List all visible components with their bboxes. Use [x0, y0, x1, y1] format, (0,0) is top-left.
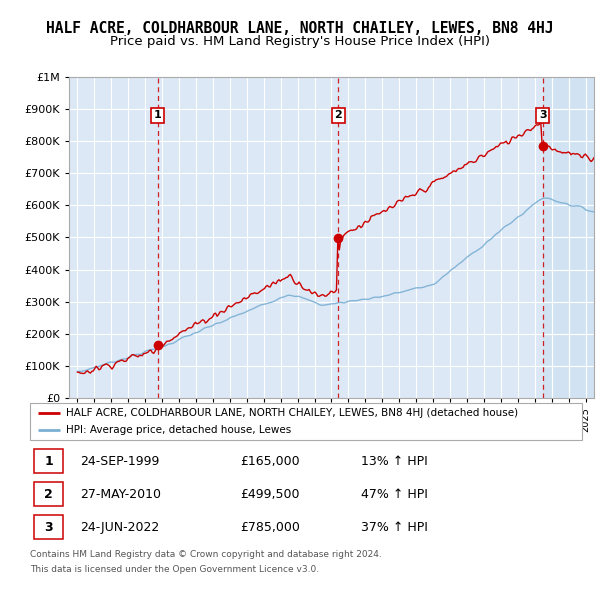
Text: 24-JUN-2022: 24-JUN-2022 — [80, 520, 159, 534]
Text: 1: 1 — [44, 454, 53, 468]
Text: 27-MAY-2010: 27-MAY-2010 — [80, 487, 161, 501]
Text: £165,000: £165,000 — [240, 454, 299, 468]
Text: Price paid vs. HM Land Registry's House Price Index (HPI): Price paid vs. HM Land Registry's House … — [110, 35, 490, 48]
Text: HALF ACRE, COLDHARBOUR LANE, NORTH CHAILEY, LEWES, BN8 4HJ (detached house): HALF ACRE, COLDHARBOUR LANE, NORTH CHAIL… — [66, 408, 518, 418]
Text: 13% ↑ HPI: 13% ↑ HPI — [361, 454, 428, 468]
Text: 2: 2 — [44, 487, 53, 501]
FancyBboxPatch shape — [34, 482, 63, 506]
Text: 2: 2 — [335, 110, 343, 120]
Text: 37% ↑ HPI: 37% ↑ HPI — [361, 520, 428, 534]
Text: 3: 3 — [44, 520, 53, 534]
Text: £785,000: £785,000 — [240, 520, 299, 534]
FancyBboxPatch shape — [30, 403, 582, 440]
Text: 3: 3 — [539, 110, 547, 120]
Text: This data is licensed under the Open Government Licence v3.0.: This data is licensed under the Open Gov… — [30, 565, 319, 574]
Text: 24-SEP-1999: 24-SEP-1999 — [80, 454, 159, 468]
Text: 47% ↑ HPI: 47% ↑ HPI — [361, 487, 428, 501]
FancyBboxPatch shape — [34, 449, 63, 473]
Text: Contains HM Land Registry data © Crown copyright and database right 2024.: Contains HM Land Registry data © Crown c… — [30, 550, 382, 559]
Text: HALF ACRE, COLDHARBOUR LANE, NORTH CHAILEY, LEWES, BN8 4HJ: HALF ACRE, COLDHARBOUR LANE, NORTH CHAIL… — [46, 21, 554, 35]
Text: HPI: Average price, detached house, Lewes: HPI: Average price, detached house, Lewe… — [66, 425, 291, 435]
Text: £499,500: £499,500 — [240, 487, 299, 501]
FancyBboxPatch shape — [34, 515, 63, 539]
Bar — [543, 77, 594, 398]
Text: 1: 1 — [154, 110, 161, 120]
